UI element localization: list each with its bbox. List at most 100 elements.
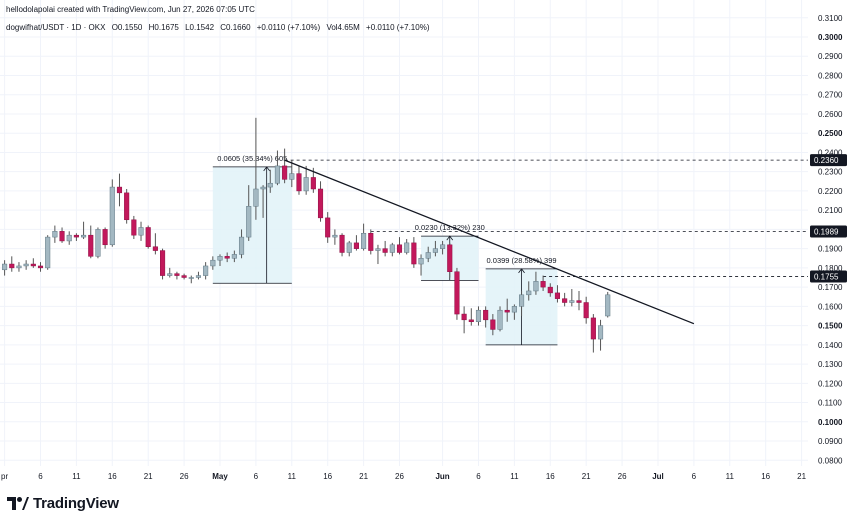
candle-body: [23, 263, 29, 267]
candle-down: [576, 290, 582, 311]
x-tick-label: 21: [359, 472, 368, 481]
candle-body: [52, 231, 58, 238]
candle-up: [274, 150, 280, 186]
y-tick-label: 0.1100: [818, 399, 842, 408]
candle-body: [16, 265, 22, 269]
candle-body: [102, 229, 108, 246]
y-tick-label: 0.3000: [818, 33, 843, 42]
candle-body: [246, 206, 252, 238]
candle-down: [490, 314, 496, 336]
candle-down: [30, 258, 36, 268]
candle-body: [9, 263, 15, 269]
grid-lines: [0, 0, 808, 466]
candle-down: [339, 233, 345, 257]
x-tick-label: 11: [72, 472, 81, 481]
candle-up: [389, 242, 395, 257]
candle-body: [547, 286, 553, 294]
candle-up: [81, 221, 87, 240]
x-tick-label: Jun: [435, 472, 449, 481]
trendline-layer: [284, 159, 695, 325]
candle-body: [145, 227, 151, 247]
y-tick-label: 0.2700: [818, 91, 843, 100]
candle-body: [174, 273, 180, 276]
candle-body: [138, 227, 144, 236]
brand-name: TradingView: [33, 494, 119, 512]
candle-down: [116, 173, 123, 207]
candle-body: [267, 182, 273, 188]
tradingview-logo[interactable]: TradingView: [7, 494, 119, 512]
candle-body: [217, 256, 223, 261]
symbol-label[interactable]: dogwifhat/USDT · 1D · OKX: [6, 23, 106, 32]
candle-body: [116, 186, 123, 194]
candle-body: [181, 275, 187, 278]
horizontal-levels: [284, 159, 808, 277]
trendline: [284, 159, 695, 325]
candle-down: [396, 237, 403, 255]
x-tick-label: Jul: [652, 472, 664, 481]
candle-down: [152, 233, 158, 255]
candle-down: [317, 181, 324, 222]
candle-up: [418, 254, 424, 276]
measure-label: 0.0399 (28.58%) 399: [487, 256, 557, 265]
candle-body: [210, 259, 216, 267]
candle-body: [59, 231, 65, 242]
price-tag: [810, 154, 847, 167]
candles: [2, 117, 611, 353]
candle-body: [167, 273, 173, 276]
y-tick-label: 0.2800: [818, 71, 843, 80]
candle-body: [447, 244, 453, 272]
candle-body: [109, 186, 115, 246]
candle-body: [590, 317, 596, 340]
x-tick-label: 6: [476, 472, 481, 481]
candle-up: [475, 306, 482, 326]
candle-body: [454, 271, 460, 315]
price-tag-label: 0.1989: [814, 228, 839, 237]
candle-body: [224, 256, 230, 259]
candle-body: [605, 294, 611, 317]
y-tick-label: 0.2400: [818, 148, 843, 157]
candle-down: [282, 148, 288, 184]
price-tag: [810, 225, 847, 238]
y-tick-label: 0.1200: [818, 379, 843, 388]
candle-down: [461, 306, 467, 334]
candle-body: [368, 232, 374, 251]
candle-body: [195, 275, 202, 278]
measure-label: 0.0605 (35.34%) 605: [217, 154, 287, 163]
candle-body: [418, 258, 424, 265]
candle-down: [124, 188, 130, 224]
candle-body: [361, 232, 367, 249]
measure-arrow-head: [263, 166, 270, 172]
candle-body: [497, 309, 503, 330]
candle-body: [131, 219, 137, 236]
candle-down: [102, 227, 108, 249]
candle-down: [411, 237, 417, 268]
candle-up: [267, 169, 273, 193]
close-value: C0.1660: [220, 23, 251, 32]
candle-body: [440, 244, 446, 249]
candle-down: [131, 215, 137, 240]
y-tick-label: 0.0800: [818, 456, 843, 465]
candle-body: [382, 248, 388, 253]
candle-body: [81, 234, 87, 238]
candle-down: [562, 292, 568, 307]
candle-up: [511, 304, 517, 320]
candle-up: [109, 179, 115, 247]
x-tick-label: 11: [288, 472, 297, 481]
candle-body: [339, 234, 345, 253]
y-tick-label: 0.1500: [818, 322, 843, 331]
candle-body: [396, 244, 403, 253]
price-tag: [810, 270, 847, 283]
measure-box: [212, 166, 292, 284]
candle-body: [597, 325, 604, 340]
x-tick-label: 21: [797, 472, 806, 481]
y-tick-label: 0.2600: [818, 110, 843, 119]
candle-up: [203, 262, 209, 280]
candle-body: [353, 242, 359, 249]
open-value: O0.1550: [111, 23, 143, 32]
volume-change-value: +0.0110 (+7.10%): [366, 23, 430, 32]
candle-down: [454, 267, 460, 320]
candle-up: [597, 319, 604, 351]
x-tick-label: 11: [726, 472, 735, 481]
